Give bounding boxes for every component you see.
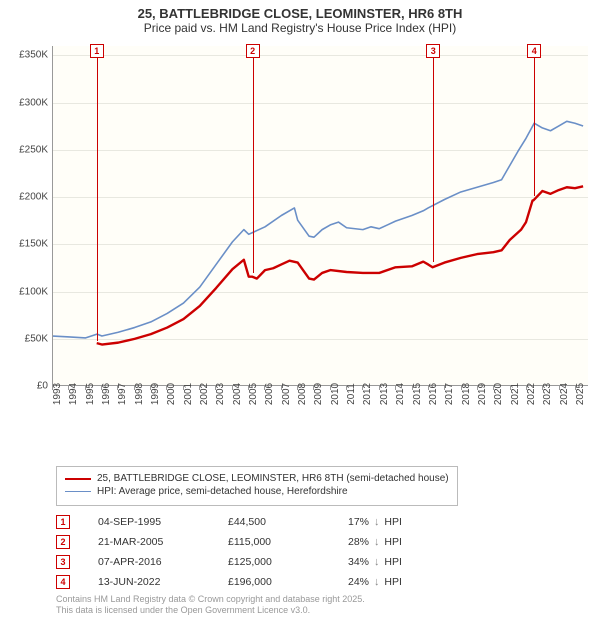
sale-marker-4: 4 xyxy=(527,44,541,58)
y-axis-label: £50K xyxy=(0,333,48,344)
sale-price: £115,000 xyxy=(228,536,348,548)
sale-marker-line xyxy=(433,51,434,263)
sale-marker-2: 2 xyxy=(246,44,260,58)
legend-item: 25, BATTLEBRIDGE CLOSE, LEOMINSTER, HR6 … xyxy=(65,473,449,484)
footer-attribution: Contains HM Land Registry data © Crown c… xyxy=(56,594,365,617)
series-hpi xyxy=(53,121,583,338)
legend-item: HPI: Average price, semi-detached house,… xyxy=(65,486,449,497)
sale-row-marker: 3 xyxy=(56,555,70,569)
chart: £0 £50K £100K £150K £200K £250K £300K £350K 1 2 3… xyxy=(0,42,600,422)
sale-price: £125,000 xyxy=(228,556,348,568)
sale-marker-line xyxy=(97,51,98,341)
plot-area: 1 2 3 4 xyxy=(52,46,588,386)
title-line1: 25, BATTLEBRIDGE CLOSE, LEOMINSTER, HR6 … xyxy=(0,6,600,21)
sale-row: 3 07-APR-2016£125,00034% ↓ HPI xyxy=(56,552,448,572)
title-line2: Price paid vs. HM Land Registry's House … xyxy=(0,21,600,35)
x-axis-label: 2025 xyxy=(575,383,600,405)
sale-row: 1 04-SEP-1995£44,50017% ↓ HPI xyxy=(56,512,448,532)
sale-row: 2 21-MAR-2005£115,00028% ↓ HPI xyxy=(56,532,448,552)
sale-date: 21-MAR-2005 xyxy=(98,536,228,548)
sale-marker-line xyxy=(534,51,535,196)
legend-swatch xyxy=(65,478,91,480)
sale-delta: 17% ↓ HPI xyxy=(348,516,448,528)
y-axis-label: £200K xyxy=(0,192,48,203)
sale-row-marker: 1 xyxy=(56,515,70,529)
sale-row-marker: 4 xyxy=(56,575,70,589)
footer-line2: This data is licensed under the Open Gov… xyxy=(56,605,365,616)
sale-delta: 34% ↓ HPI xyxy=(348,556,448,568)
legend: 25, BATTLEBRIDGE CLOSE, LEOMINSTER, HR6 … xyxy=(56,466,458,506)
sale-marker-line xyxy=(253,51,254,273)
sale-date: 04-SEP-1995 xyxy=(98,516,228,528)
y-axis-label: £0 xyxy=(0,381,48,392)
y-axis-label: £250K xyxy=(0,144,48,155)
chart-title-block: 25, BATTLEBRIDGE CLOSE, LEOMINSTER, HR6 … xyxy=(0,0,600,35)
sale-price: £196,000 xyxy=(228,576,348,588)
sale-marker-3: 3 xyxy=(426,44,440,58)
arrow-down-icon: ↓ xyxy=(374,516,380,528)
arrow-down-icon: ↓ xyxy=(374,556,380,568)
legend-label: HPI: Average price, semi-detached house,… xyxy=(97,486,348,497)
sales-table: 1 04-SEP-1995£44,50017% ↓ HPI 2 21-MAR-2005… xyxy=(56,512,448,592)
legend-label: 25, BATTLEBRIDGE CLOSE, LEOMINSTER, HR6 … xyxy=(97,473,449,484)
y-axis-label: £150K xyxy=(0,239,48,250)
chart-lines xyxy=(53,46,588,385)
legend-swatch xyxy=(65,491,91,492)
arrow-down-icon: ↓ xyxy=(374,576,380,588)
footer-line1: Contains HM Land Registry data © Crown c… xyxy=(56,594,365,605)
sale-marker-1: 1 xyxy=(90,44,104,58)
arrow-down-icon: ↓ xyxy=(374,536,380,548)
sale-row-marker: 2 xyxy=(56,535,70,549)
sale-row: 4 13-JUN-2022£196,00024% ↓ HPI xyxy=(56,572,448,592)
y-axis-label: £350K xyxy=(0,50,48,61)
sale-delta: 28% ↓ HPI xyxy=(348,536,448,548)
series-price_paid xyxy=(97,186,583,344)
sale-date: 13-JUN-2022 xyxy=(98,576,228,588)
y-axis-label: £100K xyxy=(0,286,48,297)
sale-price: £44,500 xyxy=(228,516,348,528)
sale-date: 07-APR-2016 xyxy=(98,556,228,568)
y-axis-label: £300K xyxy=(0,97,48,108)
sale-delta: 24% ↓ HPI xyxy=(348,576,448,588)
